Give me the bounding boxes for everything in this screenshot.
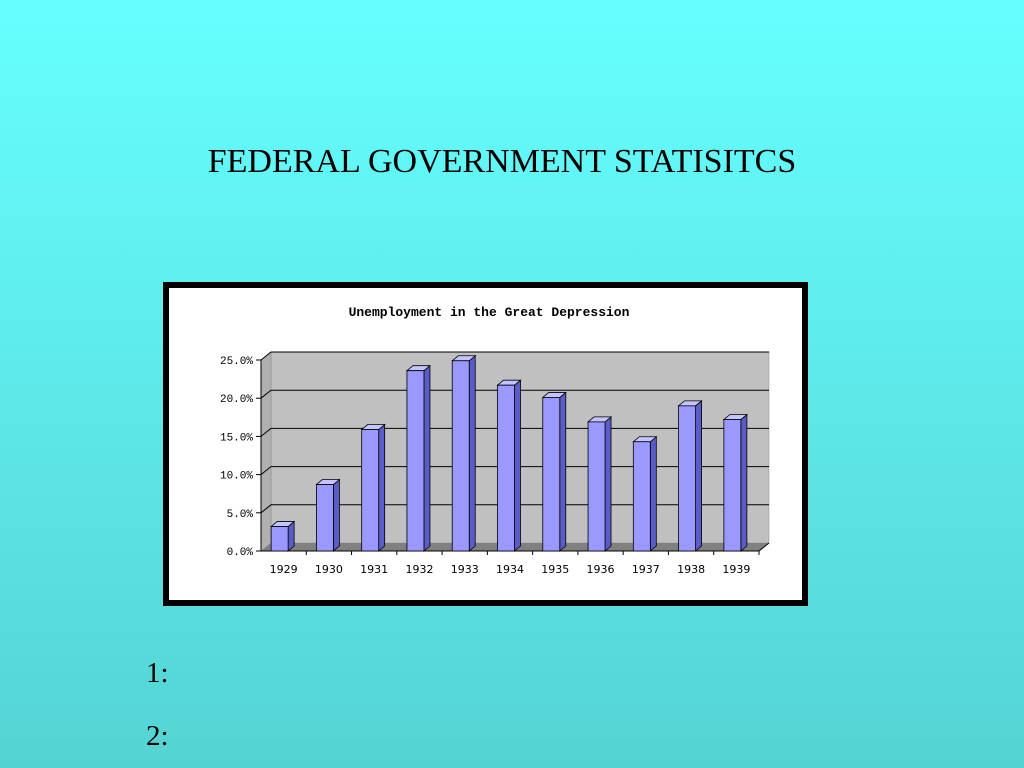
bar-front [587, 421, 606, 552]
bar-1931 [360, 423, 386, 552]
bar-chart: Unemployment in the Great Depression 0.0… [220, 305, 770, 576]
bar-front [270, 526, 289, 552]
bar-1935 [541, 391, 567, 552]
bar-front [542, 397, 561, 552]
bar-front [451, 360, 470, 552]
x-axis-end [758, 542, 770, 552]
bar-front [406, 370, 425, 552]
bar-1937 [632, 435, 658, 552]
x-tick-label: 1938 [677, 563, 705, 576]
slide-title: FEDERAL GOVERNMENT STATISITCS [207, 143, 797, 180]
x-tick-label: 1933 [451, 563, 479, 576]
bar-front [723, 419, 742, 552]
bar-1936 [586, 416, 613, 552]
x-tick-label: 1930 [315, 563, 343, 576]
y-tick-label: 0.0% [227, 547, 254, 559]
bar-side [649, 435, 657, 552]
x-tick-label: 1937 [632, 563, 660, 576]
gridline [260, 389, 769, 399]
x-tick-label: 1936 [587, 563, 615, 576]
bar-1930 [315, 478, 341, 552]
x-tick-label: 1935 [541, 563, 569, 576]
bar-side [740, 413, 748, 552]
y-tick-label: 5.0% [227, 509, 254, 521]
bar-side [604, 416, 612, 552]
plot-area: 0.0% 5.0% 10.0% 15.0% 20.0% 25.0% 1929 1930 1931… [220, 351, 770, 576]
y-tick-label: 20.0% [220, 394, 253, 406]
bar-1929 [270, 520, 296, 552]
side-wall [260, 351, 272, 552]
bar-1938 [677, 399, 703, 552]
bar-side [559, 391, 567, 552]
y-tick-label: 25.0% [220, 356, 253, 368]
x-tick-label: 1929 [270, 563, 298, 576]
y-tick-label: 15.0% [220, 432, 253, 444]
x-tick-label: 1939 [722, 563, 750, 576]
bar-side [514, 379, 521, 552]
bar-front [632, 441, 651, 552]
chart-title: Unemployment in the Great Depression [349, 305, 630, 320]
bar-1934 [496, 379, 522, 552]
bar-front [497, 384, 515, 552]
x-tick-label: 1934 [496, 563, 524, 576]
x-tick-label: 1932 [405, 563, 433, 576]
gridline [260, 351, 769, 361]
bar-1939 [722, 413, 748, 552]
bar-front [678, 405, 696, 552]
bar-side [333, 478, 340, 552]
y-tick-label: 10.0% [220, 471, 253, 483]
bar-front [361, 429, 380, 552]
note-2: 2: [146, 720, 169, 752]
bar-side [468, 354, 476, 552]
bar-side [378, 423, 386, 552]
bar-side [423, 364, 431, 552]
note-1: 1: [146, 657, 169, 689]
bar-1933 [451, 354, 477, 552]
chart-frame: Unemployment in the Great Depression 0.0… [163, 282, 808, 606]
x-tick-label: 1931 [360, 563, 388, 576]
bar-front [316, 484, 334, 552]
bar-1932 [405, 364, 432, 552]
bar-side [695, 399, 702, 552]
